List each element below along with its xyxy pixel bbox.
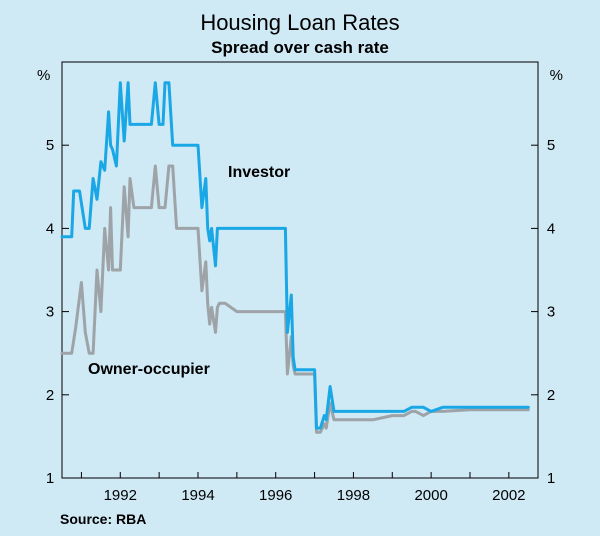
x-axis-ticks: 1992 1994 1996 1998 2000 2002 <box>80 472 526 504</box>
x-tick-label-3: 1998 <box>337 487 370 504</box>
series-label-investor: Investor <box>228 164 290 181</box>
series-layer <box>60 81 530 434</box>
y-tick-label-left-1: 2 <box>46 387 54 404</box>
y-tick-label-left-2: 3 <box>46 304 54 321</box>
y-tick-label-right-4: 5 <box>547 137 555 154</box>
y-tick-label-right-2: 3 <box>547 304 555 321</box>
y-tick-label-right-0: 1 <box>547 470 555 487</box>
chart-title: Housing Loan Rates <box>200 10 399 35</box>
y-tick-label-left-3: 4 <box>46 220 54 237</box>
source-note: Source: RBA <box>60 511 146 527</box>
y-tick-label-left-0: 1 <box>46 470 54 487</box>
y-tick-label-right-3: 4 <box>547 220 555 237</box>
series-line-owner-occupier <box>60 164 530 434</box>
y-tick-label-left-4: 5 <box>46 137 54 154</box>
x-tick-label-4: 2000 <box>414 487 447 504</box>
x-tick-label-1: 1994 <box>181 487 214 504</box>
chart-subtitle: Spread over cash rate <box>211 38 389 57</box>
y-unit-left: % <box>37 67 50 84</box>
y-unit-right: % <box>550 67 563 84</box>
series-label-owner-occupier: Owner-occupier <box>88 361 210 378</box>
plot-area <box>61 61 539 479</box>
series-line-investor <box>60 81 530 430</box>
y-axis-ticks: 1 1 2 2 3 3 4 4 5 5 <box>46 137 555 487</box>
x-tick-label-5: 2002 <box>492 487 525 504</box>
x-tick-label-2: 1996 <box>259 487 292 504</box>
x-tick-label-0: 1992 <box>104 487 137 504</box>
y-tick-label-right-1: 2 <box>547 387 555 404</box>
